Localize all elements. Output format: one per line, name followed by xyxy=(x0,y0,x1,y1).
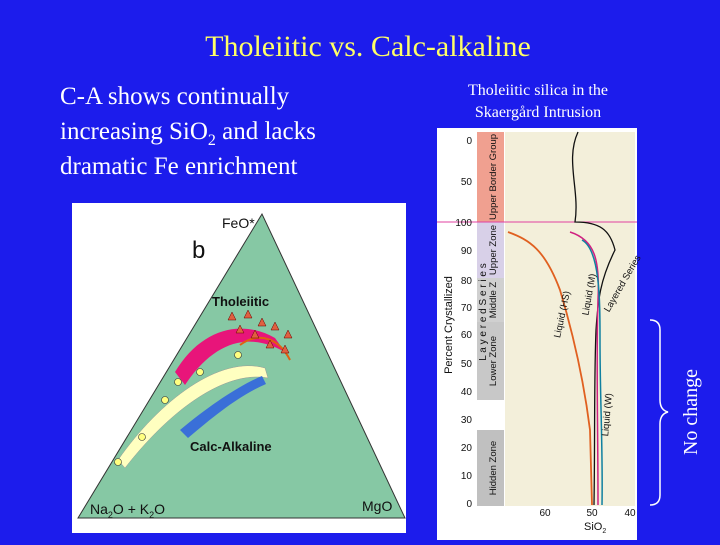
subscript: 2 xyxy=(149,510,154,520)
data-points xyxy=(114,351,242,466)
text: Na xyxy=(90,501,108,517)
column-figure: Percent Crystallized L a y e r e d S e r… xyxy=(437,128,644,540)
trend-arrow xyxy=(117,365,269,469)
text: and lacks xyxy=(216,118,316,145)
zone xyxy=(477,322,504,400)
y-tick-label: 100 xyxy=(455,218,472,229)
trend-label: Calc-Alkaline xyxy=(190,439,272,454)
curve xyxy=(581,239,603,506)
subscript: 2 xyxy=(208,132,216,149)
x-tick-label: 40 xyxy=(624,508,636,519)
y-tick-label: 90 xyxy=(461,246,473,257)
y-tick-label: 0 xyxy=(466,499,472,510)
y-tick-label: 40 xyxy=(461,387,473,398)
text: O xyxy=(154,501,165,517)
vertex-label: FeO* xyxy=(222,215,255,231)
body-line: C-A shows continually xyxy=(60,83,290,110)
y-tick-label: 50 xyxy=(461,359,473,370)
zone-label: Middle Z xyxy=(488,282,499,319)
vertex-label: MgO xyxy=(362,498,392,514)
curve-label: Liquid (W) xyxy=(600,393,615,437)
tholeiitic-arrow xyxy=(175,328,285,385)
title: Tholeiitic vs. Calc-alkaline xyxy=(205,30,531,63)
zone-label: Hidden Zone xyxy=(488,441,499,495)
subscript: 2 xyxy=(108,510,113,520)
curve xyxy=(239,336,291,361)
zone xyxy=(477,222,504,278)
panel-label: b xyxy=(192,237,205,264)
axis-label: SiO2 xyxy=(584,521,606,535)
body-line: dramatic Fe enrichment xyxy=(60,153,297,180)
vertex-label: Na2O + K2O xyxy=(90,501,165,520)
caption: Skaergård Intrusion xyxy=(475,104,601,121)
text: increasing SiO xyxy=(60,118,208,145)
y-tick-label: 70 xyxy=(461,303,473,314)
y-tick-label: 60 xyxy=(461,330,473,341)
text: O + K xyxy=(113,501,150,517)
y-tick-label: 0 xyxy=(466,136,472,147)
calc-alkaline-arrow xyxy=(180,376,266,438)
zone-label: Upper Zone xyxy=(488,225,499,275)
zone xyxy=(477,430,504,506)
x-tick-label: 60 xyxy=(539,508,551,519)
curve xyxy=(507,231,593,506)
caption: Tholeiitic silica in the xyxy=(468,82,608,99)
zone-label: Lower Zone xyxy=(488,336,499,386)
y-tick-label: 30 xyxy=(461,415,473,426)
curve xyxy=(569,231,600,506)
ternary-figure: FeO* b Tholeiitic Calc-Alkaline Na2O + K… xyxy=(72,203,406,533)
x-tick-label: 50 xyxy=(586,508,598,519)
y-tick-label: 20 xyxy=(461,443,473,454)
axis-label: Percent Crystallized xyxy=(443,276,455,374)
side-note: No change xyxy=(680,369,702,455)
plot-bg xyxy=(505,132,635,506)
trend-label: Tholeiitic xyxy=(212,294,269,309)
zone xyxy=(477,278,504,322)
text: SiO xyxy=(584,521,603,533)
body-line: increasing SiO2 and lacks xyxy=(60,118,316,149)
series-label: L a y e r e d S e r i e s xyxy=(478,263,489,360)
y-tick-label: 50 xyxy=(461,177,473,188)
zone xyxy=(477,132,504,222)
subscript: 2 xyxy=(602,528,606,535)
y-tick-label: 10 xyxy=(461,471,473,482)
data-points xyxy=(227,309,293,354)
y-tick-label: 80 xyxy=(461,276,473,287)
brace xyxy=(649,319,669,506)
curve xyxy=(571,131,616,506)
zone-label: Upper Border Group xyxy=(488,134,499,220)
